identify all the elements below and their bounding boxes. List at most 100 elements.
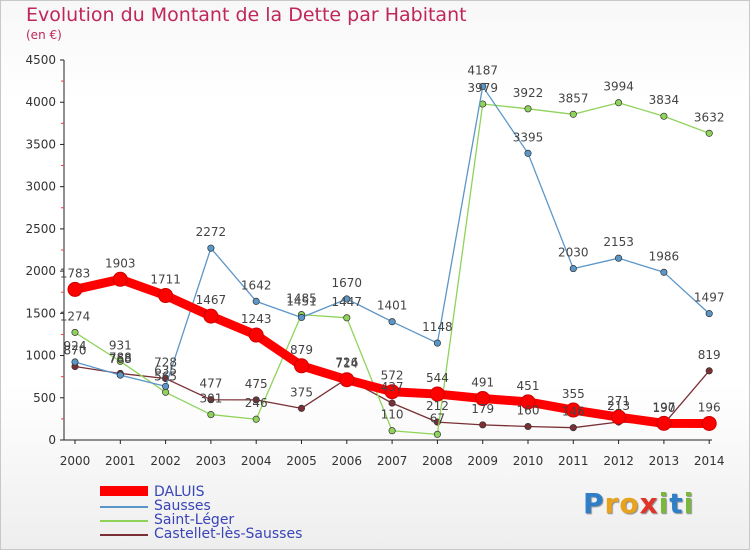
y-tick-label: 2000	[25, 264, 56, 278]
data-label: 160	[517, 403, 540, 417]
data-label: 67	[430, 411, 445, 425]
data-point	[660, 112, 668, 120]
data-label: 246	[245, 396, 268, 410]
x-tick-label: 2007	[377, 454, 408, 468]
data-label: 768	[109, 352, 132, 366]
chart-title: Evolution du Montant de la Dette par Hab…	[26, 4, 467, 26]
data-point	[248, 327, 264, 343]
data-label: 544	[426, 371, 449, 385]
data-point	[524, 149, 532, 157]
data-point	[67, 281, 83, 297]
x-tick-label: 2005	[286, 454, 317, 468]
data-point	[569, 265, 577, 273]
data-label: 2272	[196, 225, 227, 239]
data-point	[162, 388, 170, 396]
data-label: 3857	[558, 91, 589, 105]
data-label: 477	[199, 377, 222, 391]
data-point	[339, 372, 355, 388]
x-tick-label: 2013	[649, 454, 680, 468]
data-point	[252, 415, 260, 423]
data-point	[475, 391, 491, 407]
data-point	[252, 297, 260, 305]
data-point	[520, 394, 536, 410]
y-tick-label: 1000	[25, 349, 56, 363]
data-point	[656, 415, 672, 431]
data-label: 179	[471, 402, 494, 416]
y-tick-label: 1500	[25, 306, 56, 320]
x-tick-label: 2014	[694, 454, 725, 468]
data-point	[388, 318, 396, 326]
data-label: 475	[245, 377, 268, 391]
data-point	[388, 427, 396, 435]
y-tick-label: 3000	[25, 180, 56, 194]
data-label: 572	[381, 369, 404, 383]
legend-swatch-castellet	[100, 534, 148, 536]
data-point	[388, 399, 396, 407]
data-label: 2030	[558, 246, 589, 260]
y-tick-label: 0	[48, 433, 56, 447]
data-point	[611, 409, 627, 425]
x-tick-label: 2006	[332, 454, 363, 468]
data-point	[433, 430, 441, 438]
data-point	[615, 254, 623, 262]
data-point	[479, 421, 487, 429]
legend-label-castellet: Castellet-lès-Sausses	[154, 526, 303, 542]
data-label: 1670	[332, 276, 363, 290]
data-label: 375	[290, 385, 313, 399]
y-tick-label: 4000	[25, 95, 56, 109]
data-label: 110	[381, 408, 404, 422]
data-label: 728	[154, 356, 177, 370]
data-point	[207, 411, 215, 419]
chart-subtitle: (en €)	[26, 28, 62, 42]
data-point	[207, 244, 215, 252]
data-point	[116, 371, 124, 379]
x-tick-label: 2000	[60, 454, 91, 468]
data-point	[565, 402, 581, 418]
data-label: 819	[698, 348, 721, 362]
data-label: 924	[64, 339, 87, 353]
data-point	[524, 422, 532, 431]
data-label: 271	[607, 394, 630, 408]
data-label: 3922	[513, 86, 544, 100]
data-point	[158, 288, 174, 304]
data-label: 491	[471, 376, 494, 390]
data-label: 3979	[467, 81, 498, 95]
data-label: 1497	[694, 291, 725, 305]
data-point	[116, 357, 124, 365]
data-label: 3632	[694, 110, 725, 124]
data-point	[429, 386, 445, 402]
data-label: 301	[199, 392, 222, 406]
data-label: 565	[154, 369, 177, 383]
logo-letter: i	[658, 487, 670, 520]
data-label: 2153	[603, 235, 634, 249]
legend-swatch-daluis	[100, 486, 148, 496]
data-point	[162, 382, 170, 390]
y-tick-label: 3500	[25, 137, 56, 151]
data-label: 1447	[332, 295, 363, 309]
data-label: 4187	[467, 63, 498, 77]
data-point	[343, 295, 351, 303]
data-label: 1711	[150, 273, 181, 287]
data-label: 1903	[105, 256, 136, 270]
data-point	[297, 404, 306, 412]
x-tick-label: 2001	[105, 454, 136, 468]
legend-label-daluis: DALUIS	[154, 484, 205, 500]
data-label: 714	[335, 357, 358, 371]
data-point	[207, 396, 215, 404]
data-point	[569, 424, 577, 432]
legend-swatch-saint-leger	[100, 520, 148, 522]
logo-letter: P	[583, 487, 605, 520]
data-label: 213	[607, 399, 630, 413]
data-label: 197	[652, 400, 675, 414]
x-tick-label: 2004	[241, 454, 272, 468]
x-tick-label: 2010	[513, 454, 544, 468]
data-label: 1467	[196, 293, 227, 307]
proxiti-logo: Proxiti	[583, 487, 694, 520]
data-label: 870	[64, 344, 87, 358]
data-point	[343, 314, 351, 322]
data-label: 1148	[422, 320, 453, 334]
logo-letter: r	[604, 487, 620, 520]
data-label: 1783	[60, 266, 91, 280]
data-label: 146	[562, 405, 585, 419]
